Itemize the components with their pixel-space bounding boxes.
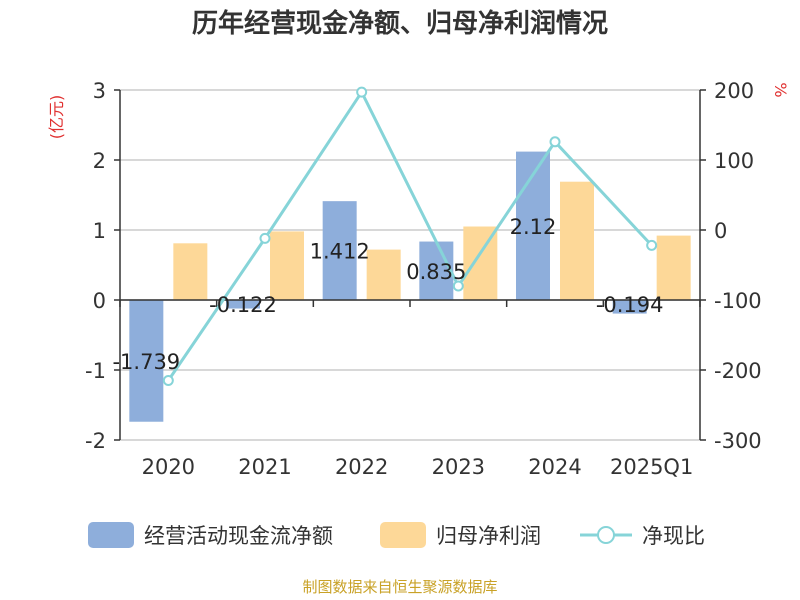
legend: 经营活动现金流净额 归母净利润 净现比 [88,522,705,548]
left-tick-label: 1 [93,219,106,243]
left-tick-label: -2 [85,429,106,453]
left-axis-unit: (亿元) [47,95,66,140]
left-tick-label: 2 [93,149,106,173]
right-tick-label: -100 [714,289,762,313]
source-note: 制图数据来自恒生聚源数据库 [302,578,497,596]
cashflow-data-label: -0.194 [596,293,664,317]
chart-title: 历年经营现金净额、归母净利润情况 [192,8,608,39]
legend-swatch [88,522,134,548]
cashflow-data-label: 0.835 [406,260,466,284]
left-tick-label: 3 [93,79,106,103]
right-tick-label: -200 [714,359,762,383]
ratio-point [452,280,464,292]
bar-operating-cashflow [322,201,357,300]
legend-label: 归母净利润 [436,524,541,548]
cashflow-data-label: 2.12 [510,215,557,239]
bar-operating-cashflow [129,300,164,422]
data-labels-layer: -1.739 -0.122 1.412 0.835 2.12 -0.194 [112,215,663,374]
ratio-point [356,86,368,98]
bar-net-profit [560,181,594,300]
right-tick-label: 0 [714,219,727,243]
ratio-line [167,89,653,382]
bar-net-profit [366,249,401,300]
right-tick-label: 200 [714,79,754,103]
cashflow-data-label: -1.739 [112,350,180,374]
ratio-point [259,232,271,244]
bar-net-profit [173,243,208,300]
legend-label: 经营活动现金流净额 [144,524,333,548]
bar-net-profit [656,235,691,300]
bar-operating-cashflow [419,241,454,300]
ratio-line-layer [162,86,658,386]
ratio-point [549,136,561,148]
bar-net-profit [270,231,304,300]
axes-layer: -2 -1 0 1 2 3 -300 -200 -100 0 100 200 2020 2021 2022 2… [85,79,762,479]
x-tick-label: 2023 [432,455,485,479]
ratio-point [162,375,174,386]
legend-point-swatch [597,526,615,544]
x-tick-label: 2022 [335,455,388,479]
legend-label: 净现比 [642,524,705,548]
cashflow-data-label: 1.412 [310,240,370,264]
ratio-point [646,239,658,251]
x-tick-label: 2021 [238,455,291,479]
bar-operating-cashflow [226,300,260,309]
right-tick-label: -300 [714,429,762,453]
cashflow-data-label: -0.122 [209,293,277,317]
x-tick-label: 2025Q1 [610,455,693,479]
legend-swatch [380,522,426,548]
bar-operating-cashflow [612,300,647,314]
right-axis-unit: % [771,82,790,97]
left-tick-label: 0 [93,289,106,313]
x-tick-label: 2024 [528,455,581,479]
x-tick-label: 2020 [142,455,195,479]
right-tick-label: 100 [714,149,754,173]
bars-layer [129,151,691,422]
left-tick-label: -1 [85,359,106,383]
